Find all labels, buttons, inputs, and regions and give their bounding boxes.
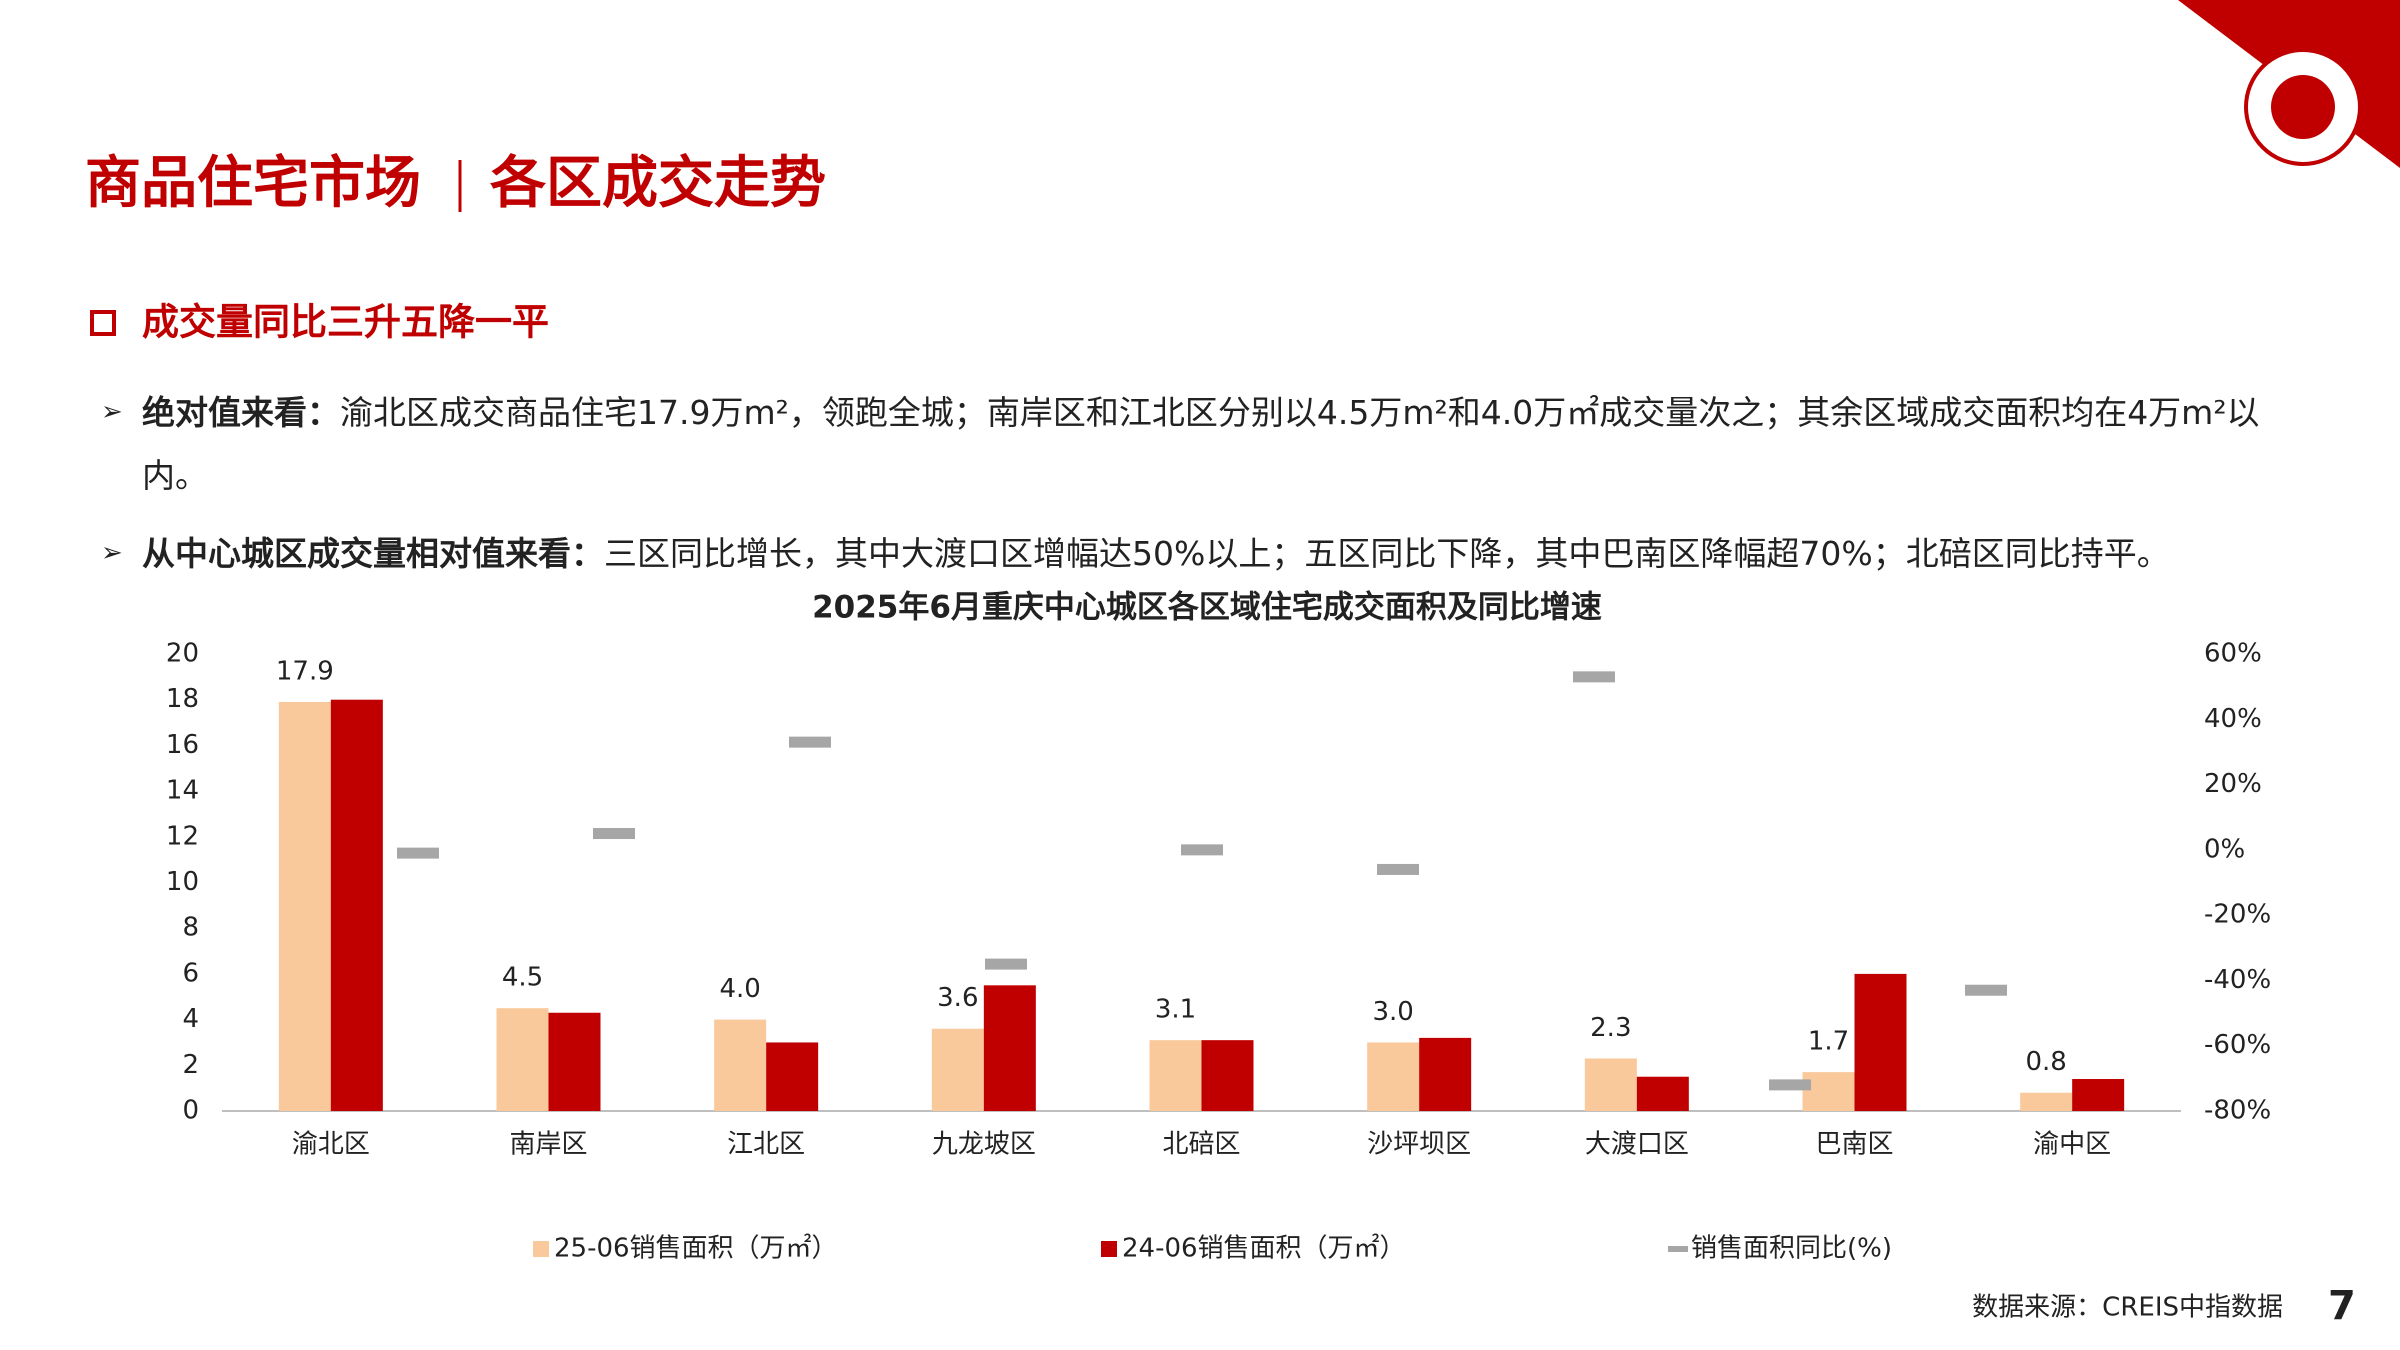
y2-tick-label: 0% [2204, 834, 2245, 864]
x-tick-label: 大渡口区 [1585, 1130, 1689, 1160]
bar [330, 699, 383, 1111]
y2-tick-label: 20% [2204, 769, 2262, 799]
page-number: 7 [2328, 1283, 2356, 1329]
yoy-marker [593, 828, 635, 840]
bar [2020, 1092, 2073, 1111]
y2-tick-label: -20% [2204, 900, 2271, 930]
value-label: 0.8 [2025, 1047, 2066, 1077]
yoy-marker [1573, 671, 1615, 683]
y2-tick-label: -80% [2204, 1096, 2271, 1126]
y-tick-label: 0 [182, 1096, 199, 1126]
y2-tick-label: -60% [2204, 1030, 2271, 1060]
y-tick-label: 4 [182, 1004, 199, 1034]
value-label: 17.9 [276, 656, 334, 686]
bullet-arrow: ➢ [101, 397, 123, 427]
legend-label: 25-06销售面积（万㎡） [554, 1234, 838, 1264]
bar [766, 1042, 819, 1111]
bar [1854, 973, 1907, 1111]
page-subtitle: 各区成交走势 [490, 151, 826, 216]
yoy-marker [985, 958, 1027, 970]
bar [2072, 1079, 2125, 1111]
bar [1419, 1037, 1472, 1111]
bullet-body: 从中心城区成交量相对值来看：三区同比增长，其中大渡口区增幅达50%以上；五区同比… [142, 522, 2261, 585]
bar [496, 1008, 549, 1111]
y2-tick-label: -40% [2204, 965, 2271, 995]
legend-swatch [1101, 1241, 1117, 1257]
page-title: 商品住宅市场 [85, 151, 421, 216]
x-tick-label: 沙坪坝区 [1367, 1130, 1471, 1160]
bullet-arrow: ➢ [101, 538, 123, 568]
x-tick-label: 江北区 [727, 1130, 805, 1160]
x-tick-label: 渝中区 [2033, 1130, 2111, 1160]
legend-label: 销售面积同比(%) [1691, 1234, 1892, 1264]
bar [1584, 1058, 1637, 1111]
legend-swatch [533, 1241, 549, 1257]
value-label: 3.1 [1155, 995, 1196, 1025]
y-tick-label: 20 [166, 639, 199, 669]
bar [1367, 1042, 1420, 1111]
x-tick-label: 巴南区 [1815, 1130, 1893, 1160]
value-label: 3.6 [937, 983, 978, 1013]
bar [1636, 1076, 1689, 1111]
bullet: ➢ 从中心城区成交量相对值来看：三区同比增长，其中大渡口区增幅达50%以上；五区同… [101, 522, 2261, 585]
yoy-marker [397, 847, 439, 859]
value-label: 4.5 [502, 963, 543, 993]
y-tick-label: 10 [166, 867, 199, 897]
y-tick-label: 8 [182, 913, 199, 943]
bullet-body: 绝对值来看：渝北区成交商品住宅17.9万m²，领跑全城；南岸区和江北区分别以4.… [142, 381, 2261, 507]
yoy-marker [1181, 844, 1223, 856]
yoy-marker [1769, 1079, 1811, 1091]
x-tick-label: 北碚区 [1162, 1130, 1240, 1160]
value-label: 2.3 [1590, 1013, 1631, 1043]
bullet: ➢ 绝对值来看：渝北区成交商品住宅17.9万m²，领跑全城；南岸区和江北区分别以4… [101, 381, 2261, 507]
bar [931, 1028, 984, 1111]
x-tick-label: 南岸区 [509, 1130, 587, 1160]
bullet-label: 从中心城区成交量相对值来看： [142, 534, 604, 573]
y2-tick-label: 40% [2204, 704, 2262, 734]
bar [278, 701, 331, 1111]
logo-inner [2271, 75, 2335, 139]
bullet-label: 绝对值来看： [142, 393, 340, 432]
value-label: 1.7 [1808, 1027, 1849, 1057]
chart-title: 2025年6月重庆中心城区各区域住宅成交面积及同比增速 [812, 590, 1602, 626]
bar [548, 1012, 601, 1111]
y-tick-label: 18 [166, 684, 199, 714]
bar [714, 1019, 767, 1111]
y-tick-label: 6 [182, 958, 199, 988]
yoy-marker [1377, 863, 1419, 875]
bar [983, 985, 1036, 1111]
bar [1149, 1040, 1202, 1111]
y2-tick-label: 60% [2204, 639, 2262, 669]
bullet-text: 三区同比增长，其中大渡口区增幅达50%以上；五区同比下降，其中巴南区降幅超70%… [604, 534, 2170, 573]
y-tick-label: 14 [166, 776, 199, 806]
yoy-marker [1965, 984, 2007, 996]
value-label: 3.0 [1372, 997, 1413, 1027]
bar [1802, 1072, 1855, 1111]
value-label: 4.0 [719, 974, 760, 1004]
legend-swatch [1668, 1246, 1688, 1252]
y-tick-label: 16 [166, 730, 199, 760]
bullet-text: 渝北区成交商品住宅17.9万m²，领跑全城；南岸区和江北区分别以4.5万m²和4… [142, 393, 2260, 495]
yoy-marker [789, 736, 831, 748]
section-icon [90, 310, 116, 336]
x-tick-label: 渝北区 [292, 1130, 370, 1160]
y-tick-label: 12 [166, 821, 199, 851]
x-tick-label: 九龙坡区 [932, 1130, 1036, 1160]
bar [1201, 1040, 1254, 1111]
y-tick-label: 2 [182, 1050, 199, 1080]
source: 数据来源：CREIS中指数据 [1972, 1293, 2283, 1323]
legend-label: 24-06销售面积（万㎡） [1122, 1234, 1406, 1264]
section-title: 成交量同比三升五降一平 [142, 301, 549, 344]
